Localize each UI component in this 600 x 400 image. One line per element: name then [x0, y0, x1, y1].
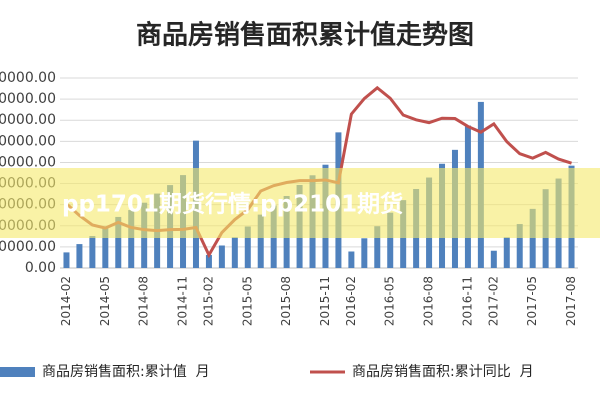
x-tick-label: 2017-08 [564, 276, 578, 326]
x-tick-label: 2016-02 [344, 276, 358, 326]
x-tick-label: 2014-05 [98, 276, 112, 326]
bar [102, 226, 109, 268]
banner [0, 168, 600, 238]
bar [374, 226, 381, 268]
bar [218, 245, 225, 268]
bar [115, 216, 122, 268]
x-tick-label: 2015-11 [318, 276, 332, 326]
legend-swatch [0, 367, 35, 377]
x-tick-label: 2016-08 [422, 276, 436, 326]
bar [361, 238, 368, 268]
y-tick-label: 140000.00 [0, 112, 56, 128]
chart-title: 商品房销售面积累计值走势图 [136, 20, 474, 51]
x-tick-label: 2014-08 [137, 276, 151, 326]
x-tick-label: 2015-08 [279, 276, 293, 326]
x-tick-label: 2016-05 [383, 276, 397, 326]
bar [128, 210, 135, 268]
legend-label: 商品房销售面积:累计同比 月 [352, 364, 534, 380]
bar [63, 252, 70, 268]
bar [231, 237, 238, 268]
bar [503, 237, 510, 268]
x-tick-label: 2015-02 [201, 276, 215, 326]
legend-label: 商品房销售面积:累计值 月 [42, 364, 210, 380]
bar [205, 254, 212, 268]
bar [529, 208, 536, 268]
x-tick-label: 2015-05 [240, 276, 254, 326]
y-tick-label: 160000.00 [0, 91, 56, 107]
bar [490, 250, 497, 268]
x-tick-label: 2016-11 [460, 276, 474, 326]
bar [244, 226, 251, 268]
bar [348, 251, 355, 268]
y-tick-label: 20000.00 [0, 239, 56, 255]
bar [387, 212, 394, 268]
bar [516, 224, 523, 268]
x-tick-label: 2017-05 [525, 276, 539, 326]
banner-text: pp1701期货行情:pp2101期货 [62, 191, 403, 218]
x-tick-label: 2017-02 [486, 276, 500, 326]
bar [257, 214, 264, 268]
bar [76, 244, 83, 268]
y-tick-label: 0.00 [25, 260, 56, 276]
y-tick-label: 100000.00 [0, 154, 56, 170]
x-tick-label: 2014-02 [59, 276, 73, 326]
bar [89, 236, 96, 268]
y-tick-label: 120000.00 [0, 133, 56, 149]
y-tick-label: 180000.00 [0, 70, 56, 86]
x-tick-label: 2014-11 [176, 276, 190, 326]
